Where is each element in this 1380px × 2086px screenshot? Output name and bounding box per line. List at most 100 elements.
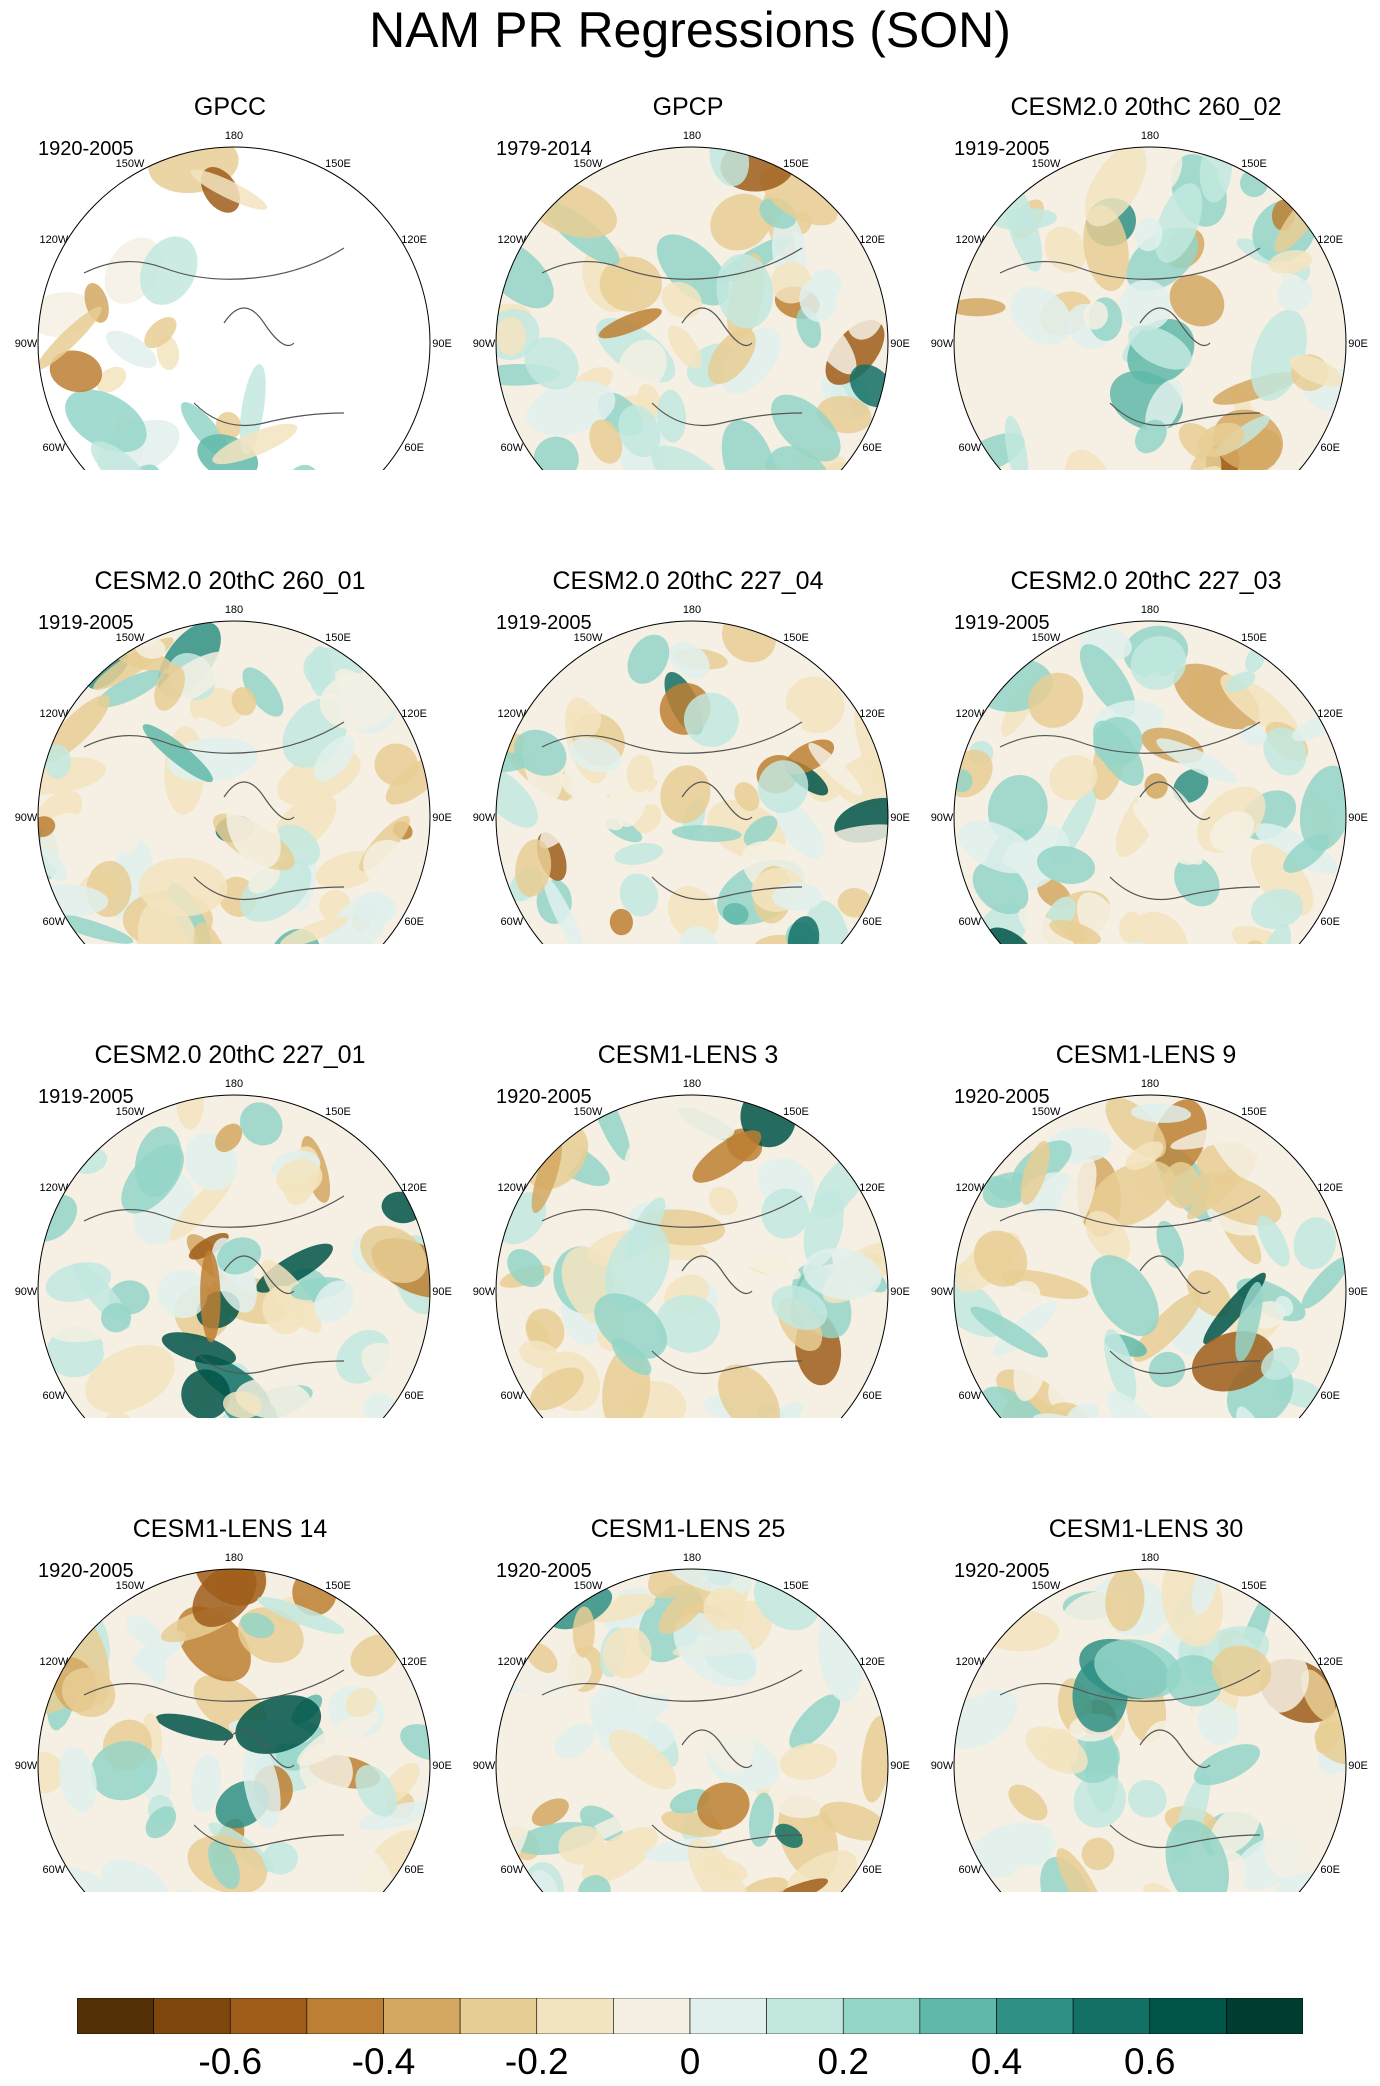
polar-map: 180150E120E90E60E30E030W60W90W120W150W	[15, 1078, 452, 1418]
longitude-label: 60E	[1320, 916, 1340, 928]
panel-period: 1920-2005	[954, 1086, 1050, 1108]
longitude-label: 150E	[325, 1106, 351, 1118]
longitude-label: 180	[225, 1078, 243, 1090]
colorbar-swatch	[229, 1998, 308, 2034]
panel-period: 1920-2005	[496, 1086, 592, 1108]
map-panel: CESM1-LENS 301920-2005180150E120E90E60E3…	[916, 1422, 1376, 1892]
longitude-label: 120W	[955, 1182, 984, 1194]
longitude-label: 120W	[955, 234, 984, 246]
longitude-label: 90W	[931, 812, 954, 824]
panel-title: CESM1-LENS 25	[590, 1515, 786, 1543]
colorbar-swatch	[613, 1998, 691, 2034]
colorbar-tick-label: 0.2	[817, 2041, 869, 2082]
map-panel: CESM2.0 20thC 260_01 1919-2005 180 150E 120E…	[0, 474, 460, 944]
longitude-label: 90E	[1348, 812, 1368, 824]
longitude-label: 120E	[859, 708, 885, 720]
longitude-label: 150E	[783, 158, 809, 170]
colorbar-tick-label: 0.6	[1124, 2041, 1176, 2082]
map-panel: CESM1-LENS 141920-2005180150E120E90E60E3…	[0, 1422, 460, 1892]
colorbar-swatch	[536, 1998, 614, 2034]
longitude-label: 120W	[497, 1656, 526, 1668]
panel-title: CESM1-LENS 14	[132, 1515, 328, 1543]
colorbar-swatch	[1226, 1998, 1303, 2034]
longitude-label: 60W	[501, 916, 524, 928]
longitude-label: 150E	[325, 1580, 351, 1592]
longitude-label: 90E	[1348, 338, 1368, 350]
colorbar-swatch	[996, 1998, 1074, 2034]
longitude-label: 60E	[1320, 1390, 1340, 1402]
longitude-label: 120E	[401, 1656, 427, 1668]
longitude-label: 120E	[401, 708, 427, 720]
colorbar-tick-label: -0.2	[504, 2041, 569, 2082]
longitude-label: 120W	[39, 1656, 68, 1668]
map-panel: GPCP1979-2014180150E120E90E60E30E030W60W…	[458, 0, 918, 470]
longitude-label: 90W	[15, 1760, 38, 1772]
longitude-label: 60W	[959, 916, 982, 928]
longitude-label: 120E	[1317, 708, 1343, 720]
colorbar	[77, 1998, 1303, 2034]
colorbar-swatch	[766, 1998, 844, 2034]
colorbar-swatch	[689, 1998, 767, 2034]
longitude-label: 180	[1141, 604, 1159, 616]
longitude-label: 60W	[43, 1864, 66, 1876]
panel-period: 1920-2005	[954, 1560, 1050, 1582]
longitude-label: 90E	[1348, 1286, 1368, 1298]
longitude-label: 60W	[43, 1390, 66, 1402]
longitude-label: 120W	[497, 234, 526, 246]
longitude-label: 120W	[497, 708, 526, 720]
map-panel: CESM1-LENS 251920-2005180150E120E90E60E3…	[458, 1422, 918, 1892]
longitude-label: 150E	[783, 1106, 809, 1118]
colorbar-swatch	[383, 1998, 461, 2034]
panel-title: CESM2.0 20thC 260_01	[94, 567, 366, 595]
longitude-label: 90E	[432, 1760, 452, 1772]
longitude-label: 60E	[404, 442, 424, 454]
colorbar-swatch	[842, 1998, 921, 2034]
longitude-label: 90W	[15, 1286, 38, 1298]
panel-title: CESM1-LENS 9	[1055, 1041, 1237, 1069]
longitude-label: 60E	[404, 916, 424, 928]
longitude-label: 150W	[116, 1580, 145, 1592]
longitude-label: 150W	[574, 1580, 603, 1592]
longitude-label: 120E	[1317, 1656, 1343, 1668]
longitude-label: 90W	[473, 1760, 496, 1772]
longitude-label: 150W	[116, 158, 145, 170]
longitude-label: 120E	[1317, 234, 1343, 246]
polar-map: 180150E120E90E60E30E030W60W90W120W150W	[15, 1552, 452, 1892]
longitude-label: 180	[683, 604, 701, 616]
longitude-label: 150W	[1032, 1106, 1061, 1118]
colorbar-swatch	[1072, 1998, 1151, 2034]
polar-map: 180150E120E90E60E30E030W60W90W120W150W	[473, 130, 910, 470]
panel-title: CESM2.0 20thC 227_04	[552, 567, 824, 595]
longitude-label: 120W	[39, 234, 68, 246]
panel-title: CESM2.0 20thC 260_02	[1010, 93, 1282, 121]
map-panel: CESM1-LENS 31920-2005180150E120E90E60E30…	[458, 948, 918, 1418]
longitude-label: 150E	[783, 632, 809, 644]
colorbar-tick-label: 0	[679, 2041, 701, 2082]
map-panel: GPCC1920-2005180150E120E90E60E30E030W60W…	[0, 0, 460, 470]
longitude-label: 120W	[497, 1182, 526, 1194]
longitude-label: 90W	[931, 1760, 954, 1772]
longitude-label: 180	[225, 1552, 243, 1564]
longitude-label: 60W	[43, 916, 66, 928]
longitude-label: 180	[683, 130, 701, 142]
longitude-label: 180	[683, 1078, 701, 1090]
longitude-label: 60W	[501, 1864, 524, 1876]
panel-title: CESM1-LENS 30	[1048, 1515, 1244, 1543]
longitude-label: 120E	[859, 1182, 885, 1194]
polar-map: 180150E120E90E60E30E030W60W90W120W150W	[15, 130, 452, 470]
longitude-label: 90E	[890, 338, 910, 350]
longitude-label: 90W	[931, 338, 954, 350]
panel-period: 1920-2005	[496, 1560, 592, 1582]
longitude-label: 150E	[1241, 158, 1267, 170]
longitude-label: 90W	[15, 338, 38, 350]
panel-title: CESM2.0 20thC 227_03	[1010, 567, 1282, 595]
longitude-label: 90W	[931, 1286, 954, 1298]
map-panel: CESM2.0 20thC 227_04 1919-2005 180 150E 120E…	[458, 474, 918, 944]
panel-period: 1919-2005	[38, 612, 134, 634]
longitude-label: 90E	[1348, 1760, 1368, 1772]
longitude-label: 60E	[862, 1390, 882, 1402]
longitude-label: 150E	[325, 158, 351, 170]
longitude-label: 120E	[859, 234, 885, 246]
longitude-label: 120E	[401, 234, 427, 246]
polar-map: 180150E120E90E60E30E030W60W90W120W150W	[931, 1078, 1368, 1418]
